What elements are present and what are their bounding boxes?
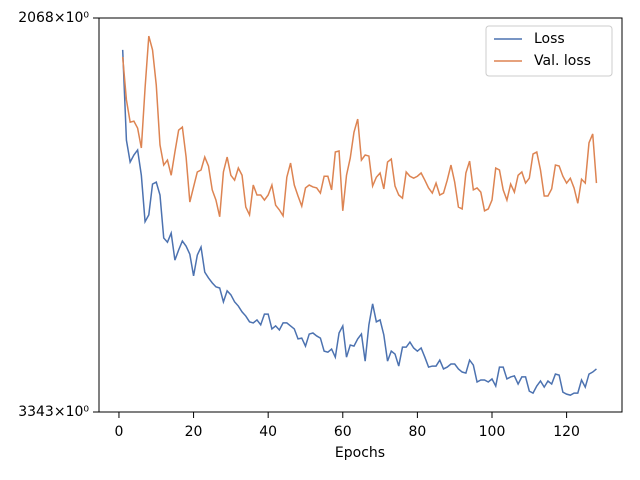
legend-label: Loss — [534, 31, 565, 47]
x-axis-label: Epochs — [335, 445, 385, 461]
y-tick-label: 2068×10⁰ — [18, 10, 89, 26]
x-tick-label: 40 — [259, 424, 277, 440]
plot-frame — [98, 17, 623, 413]
x-tick-label: 120 — [553, 424, 580, 440]
x-tick-label: 0 — [114, 424, 123, 440]
x-tick-label: 20 — [185, 424, 203, 440]
x-tick-label: 80 — [408, 424, 426, 440]
x-tick-label: 60 — [334, 424, 352, 440]
legend-label: Val. loss — [534, 53, 591, 69]
line-series — [121, 35, 598, 219]
y-tick-label: 3343×10⁰ — [18, 404, 89, 420]
line-series — [121, 49, 597, 396]
x-tick-label: 100 — [479, 424, 506, 440]
